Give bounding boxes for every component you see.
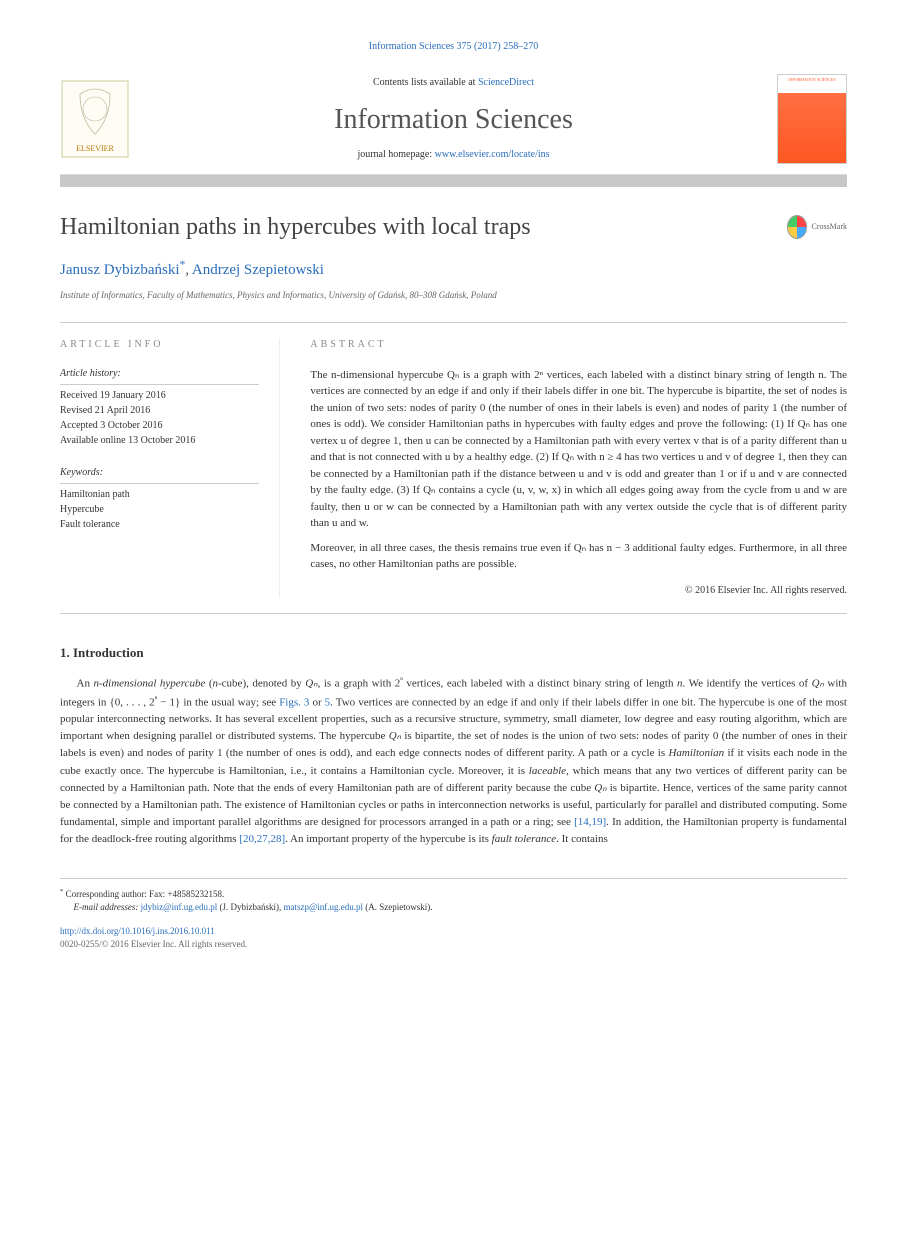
email-addresses: E-mail addresses: jdybiz@inf.ug.edu.pl (… [60, 901, 847, 915]
abstract-heading: abstract [310, 338, 847, 352]
corresponding-author: * Corresponding author: Fax: +4858523215… [60, 887, 847, 902]
journal-block: Contents lists available at ScienceDirec… [130, 76, 777, 161]
header-citation: Information Sciences 375 (2017) 258–270 [60, 40, 847, 54]
homepage-link[interactable]: www.elsevier.com/locate/ins [435, 149, 550, 160]
crossmark-icon [787, 215, 807, 239]
title-row: Hamiltonian paths in hypercubes with loc… [60, 212, 847, 243]
keywords-label: Keywords: [60, 466, 259, 484]
history-label: Article history: [60, 367, 259, 385]
ref-14-19[interactable]: [14,19] [574, 816, 606, 828]
abstract-copyright: © 2016 Elsevier Inc. All rights reserved… [310, 583, 847, 598]
email-link-1[interactable]: jdybiz@inf.ug.edu.pl [141, 902, 218, 912]
footnotes: * Corresponding author: Fax: +4858523215… [60, 878, 847, 952]
svg-text:ELSEVIER: ELSEVIER [76, 144, 114, 153]
history-text: Received 19 January 2016 Revised 21 Apri… [60, 388, 259, 448]
info-heading: article info [60, 338, 259, 352]
keywords-text: Hamiltonian path Hypercube Fault toleran… [60, 487, 259, 532]
doi-link[interactable]: http://dx.doi.org/10.1016/j.ins.2016.10.… [60, 926, 215, 936]
cover-label: INFORMATION SCIENCES [778, 75, 846, 93]
affiliation: Institute of Informatics, Faculty of Mat… [60, 289, 847, 302]
doi-line: http://dx.doi.org/10.1016/j.ins.2016.10.… [60, 925, 847, 939]
journal-name: Information Sciences [130, 100, 777, 139]
elsevier-logo: ELSEVIER [60, 79, 130, 159]
article-title: Hamiltonian paths in hypercubes with loc… [60, 212, 787, 243]
copyright-footer: 0020-0255/© 2016 Elsevier Inc. All right… [60, 938, 847, 952]
cover-thumbnail: INFORMATION SCIENCES [777, 74, 847, 164]
section-1-title: 1. Introduction [60, 644, 847, 662]
crossmark-badge[interactable]: CrossMark [787, 212, 847, 242]
abstract: abstract The n-dimensional hypercube Qₙ … [310, 338, 847, 598]
section-1-body: An n-dimensional hypercube (n-cube), den… [60, 674, 847, 848]
info-abstract-row: article info Article history: Received 1… [60, 322, 847, 614]
article-info: article info Article history: Received 1… [60, 338, 280, 598]
ref-20-27-28[interactable]: [20,27,28] [239, 833, 285, 845]
journal-header: ELSEVIER Contents lists available at Sci… [60, 74, 847, 175]
ref-figs-3[interactable]: Figs. 3 [279, 696, 309, 708]
keywords-block: Keywords: Hamiltonian path Hypercube Fau… [60, 466, 259, 532]
author-link-1[interactable]: Janusz Dybizbański [60, 262, 180, 278]
abstract-p2: Moreover, in all three cases, the thesis… [310, 540, 847, 573]
author-link-2[interactable]: Andrzej Szepietowski [192, 262, 324, 278]
homepage-line: journal homepage: www.elsevier.com/locat… [130, 148, 777, 162]
citation-link[interactable]: Information Sciences 375 (2017) 258–270 [369, 41, 538, 52]
abstract-text: The n-dimensional hypercube Qₙ is a grap… [310, 367, 847, 598]
authors: Janusz Dybizbański*, Andrzej Szepietowsk… [60, 258, 847, 281]
sciencedirect-link[interactable]: ScienceDirect [478, 77, 534, 88]
abstract-p1: The n-dimensional hypercube Qₙ is a grap… [310, 367, 847, 532]
separator-bar [60, 175, 847, 187]
crossmark-label: CrossMark [811, 221, 847, 232]
history-block: Article history: Received 19 January 201… [60, 367, 259, 448]
email-link-2[interactable]: matszp@inf.ug.edu.pl [283, 902, 363, 912]
contents-line: Contents lists available at ScienceDirec… [130, 76, 777, 90]
